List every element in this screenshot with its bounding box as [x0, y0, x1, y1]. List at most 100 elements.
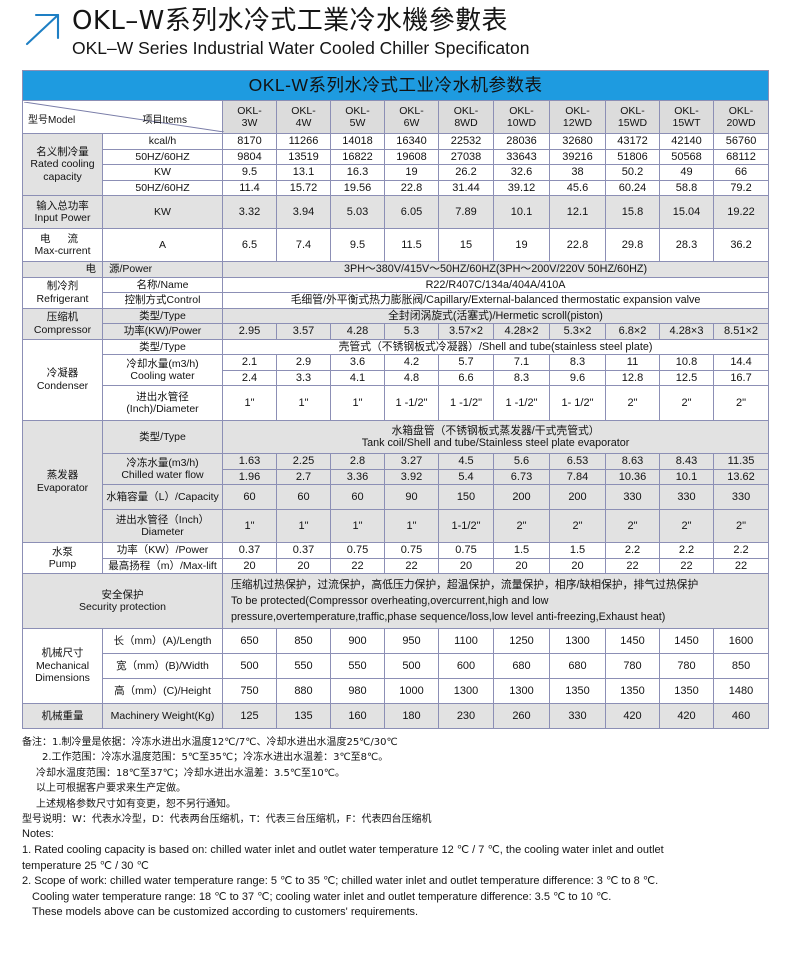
cell-comp-power: 4.28×2 [493, 323, 550, 340]
cell-evap-diameter: 1" [222, 509, 277, 543]
note-en-1b: temperature 25 ℃ / 30 ℃ [22, 859, 149, 872]
cell-cond-diameter: 2" [659, 385, 714, 421]
corner-items-label: 项目Items [142, 115, 187, 126]
cell-chilled-50: 4.5 [438, 453, 494, 470]
cell-current: 7.4 [276, 228, 331, 262]
cell-length: 1100 [438, 628, 494, 654]
cell-comp-power: 6.8×2 [605, 323, 660, 340]
cell-width: 850 [712, 653, 770, 679]
cell-tank-capacity: 330 [659, 484, 714, 510]
cell-cooling-water-50: 11 [605, 354, 660, 371]
page-title-cn: OKL–W系列水冷式工業冷水機參數表 [72, 6, 508, 36]
cell-width: 600 [438, 653, 494, 679]
model-col-header: OKL- 8WD [438, 100, 494, 134]
cell-kw60: 31.44 [438, 179, 494, 196]
cell-kw50: 9.5 [222, 164, 277, 181]
cell-input-kw: 15.8 [605, 195, 660, 229]
cell-evap-diameter: 1" [330, 509, 385, 543]
cell-comp-power: 5.3 [384, 323, 439, 340]
cell-chilled-50: 2.25 [276, 453, 331, 470]
cell-cooling-water-50: 4.2 [384, 354, 439, 371]
group-label-mech-dimensions: 机械尺寸 Mechanical Dimensions [22, 628, 103, 704]
arrow-up-right-icon [22, 8, 68, 58]
cell-weight: 420 [605, 703, 660, 729]
cell-width: 780 [659, 653, 714, 679]
table-row: 进出水管径（Inch） Diameter 1" 1" 1" 1" 1-1/2" 2… [23, 509, 770, 543]
cell-input-kw: 7.89 [438, 195, 494, 229]
cell-weight: 230 [438, 703, 494, 729]
cell-evap-diameter: 2" [712, 509, 770, 543]
cell-current: 6.5 [222, 228, 277, 262]
item-label-hz-2: 50HZ/60HZ [102, 179, 223, 196]
model-header-row: 型号Model 项目Items OKL- 3W OKL- 4W OKL- 5W OKL… [22, 100, 770, 134]
cell-pump-power: 2.2 [659, 542, 714, 559]
cell-height: 1000 [384, 678, 439, 704]
cell-weight: 180 [384, 703, 439, 729]
table-row: 电 流 Max-current A 6.5 7.4 9.5 11.5 15 19 … [22, 228, 770, 262]
cell-cooling-water-60: 16.7 [712, 369, 770, 386]
item-label-compressor-power: 功率(KW)/Power [102, 323, 223, 340]
item-label-kw: KW [102, 164, 223, 181]
cell-chilled-50: 6.53 [549, 453, 606, 470]
notes-block: 备注：1.制冷量是依据：冷冻水进出水温度12℃/7℃、冷却水进出水温度25℃/3… [22, 735, 768, 921]
cell-comp-power: 3.57 [276, 323, 331, 340]
table-row: 名义制冷量 Rated cooling capacity kcal/h 8170… [22, 133, 770, 196]
cell-evaporator-type: 水箱盘管（不锈钢板式蒸发器/干式壳管式） Tank coil/Shell and … [221, 420, 770, 454]
group-label-input-power: 输入总功率 Input Power [22, 195, 103, 229]
cell-kcal50: 28036 [493, 133, 550, 150]
group-label-compressor: 压缩机 Compressor [22, 307, 103, 340]
model-col-header: OKL- 4W [276, 100, 331, 134]
model-col-header: OKL- 15WD [605, 100, 660, 134]
table-row: 电 源/Power 3PH～380V/415V～50HZ/60HZ(3PH～20… [22, 261, 770, 278]
cell-evap-diameter: 1" [384, 509, 439, 543]
cell-kw50: 49 [659, 164, 714, 181]
note-cn-2: 2.工作范围：冷冻水温度范围：5℃至35℃；冷冻水进出水温差：3℃至8℃。 [42, 752, 389, 764]
item-label-evaporator-diameter: 进出水管径（Inch） Diameter [102, 509, 223, 543]
cell-kw60: 19.56 [330, 179, 385, 196]
cell-pump-power: 0.75 [384, 542, 439, 559]
cell-cooling-water-60: 3.3 [276, 369, 331, 386]
cell-current: 15 [438, 228, 494, 262]
group-label-max-current: 电 流 Max-current [22, 228, 103, 262]
group-label-security: 安全保护 Security protection [22, 573, 223, 629]
cell-tank-capacity: 330 [712, 484, 770, 510]
item-label-hz-1: 50HZ/60HZ [102, 148, 223, 165]
cell-kw60: 45.6 [549, 179, 606, 196]
cell-chilled-50: 2.8 [330, 453, 385, 470]
cell-length: 1300 [549, 628, 606, 654]
cell-kw60: 58.8 [659, 179, 714, 196]
group-label-refrigerant: 制冷剂 Refrigerant [22, 276, 103, 309]
item-label-compressor-type: 类型/Type [102, 307, 223, 324]
cell-weight: 125 [222, 703, 277, 729]
cell-chilled-50: 8.63 [605, 453, 660, 470]
group-label-pump: 水泵 Pump [22, 542, 103, 574]
cell-pump-lift: 22 [712, 557, 770, 574]
cell-input-kw: 15.04 [659, 195, 714, 229]
cell-input-kw: 12.1 [549, 195, 606, 229]
cell-cooling-water-60: 12.5 [659, 369, 714, 386]
cell-current: 36.2 [712, 228, 770, 262]
table-row: 安全保护 Security protection 压缩机过热保护，过流保护，高低压… [22, 573, 770, 629]
cell-height: 880 [276, 678, 331, 704]
cell-pump-lift: 22 [384, 557, 439, 574]
group-label-rated-cooling: 名义制冷量 Rated cooling capacity [22, 133, 103, 196]
cell-cooling-water-50: 10.8 [659, 354, 714, 371]
cell-pump-lift: 22 [659, 557, 714, 574]
cell-evap-diameter: 1-1/2" [438, 509, 494, 543]
cell-width: 500 [384, 653, 439, 679]
spec-table-wrap: OKL-W系列水冷式工业冷水机参数表 型号Model 项目Items OKL- 3… [21, 70, 770, 729]
group-label-mech-weight: 机械重量 [22, 703, 103, 729]
item-label-pump-power: 功率（KW）/Power [102, 542, 223, 559]
cell-security-value: 压缩机过热保护，过流保护，高低压力保护，超温保护，流量保护，相序/缺相保护，排气… [221, 573, 770, 629]
item-label-cooling-water: 冷却水量(m3/h) Cooling water [102, 354, 223, 386]
cell-pump-lift: 20 [549, 557, 606, 574]
table-row: 水泵 Pump 功率（KW）/Power 0.37 0.37 0.75 0.75 … [22, 542, 770, 574]
cell-kw50: 32.6 [493, 164, 550, 181]
cell-chilled-60: 13.62 [712, 468, 770, 485]
cell-kcal60: 19608 [384, 148, 439, 165]
cell-evap-diameter: 2" [605, 509, 660, 543]
cell-weight: 260 [493, 703, 550, 729]
cell-kcal60: 68112 [712, 148, 770, 165]
cell-evap-diameter: 1" [276, 509, 331, 543]
item-label-power-supply: 源/Power [102, 261, 223, 278]
